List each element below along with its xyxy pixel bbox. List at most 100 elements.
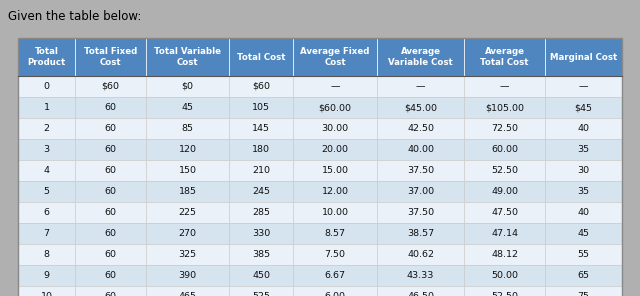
Bar — [377, 160, 464, 181]
Text: 465: 465 — [179, 292, 196, 296]
Text: $105.00: $105.00 — [485, 103, 524, 112]
Text: 72.50: 72.50 — [491, 124, 518, 133]
Text: $60: $60 — [101, 82, 119, 91]
Text: Marginal Cost: Marginal Cost — [550, 52, 617, 62]
Bar — [464, 38, 545, 76]
Text: 330: 330 — [252, 229, 271, 238]
Text: 43.33: 43.33 — [407, 271, 435, 280]
Text: 6.67: 6.67 — [324, 271, 346, 280]
Text: 145: 145 — [252, 124, 270, 133]
Bar — [293, 118, 377, 139]
Bar — [229, 265, 293, 286]
Text: 210: 210 — [252, 166, 270, 175]
Bar — [464, 286, 545, 296]
Text: 60: 60 — [104, 166, 116, 175]
Text: 65: 65 — [577, 271, 589, 280]
Bar — [75, 202, 145, 223]
Bar — [464, 202, 545, 223]
Text: 30.00: 30.00 — [321, 124, 349, 133]
Text: $45: $45 — [575, 103, 593, 112]
Text: 60: 60 — [104, 229, 116, 238]
Text: 7.50: 7.50 — [324, 250, 346, 259]
Bar — [377, 202, 464, 223]
Bar — [18, 223, 75, 244]
Text: 245: 245 — [252, 187, 270, 196]
Text: Average
Total Cost: Average Total Cost — [480, 47, 529, 67]
Text: Given the table below:: Given the table below: — [8, 10, 141, 23]
Bar — [545, 38, 622, 76]
Text: 60.00: 60.00 — [491, 145, 518, 154]
Text: 42.50: 42.50 — [407, 124, 434, 133]
Text: 40: 40 — [577, 208, 589, 217]
Bar — [229, 286, 293, 296]
Text: 60: 60 — [104, 145, 116, 154]
Bar — [377, 76, 464, 97]
Text: $45.00: $45.00 — [404, 103, 437, 112]
Bar — [464, 76, 545, 97]
Bar — [229, 181, 293, 202]
Text: 60: 60 — [104, 292, 116, 296]
Text: 525: 525 — [252, 292, 270, 296]
Text: 2: 2 — [44, 124, 49, 133]
Text: 4: 4 — [44, 166, 49, 175]
Bar — [293, 286, 377, 296]
Text: $60.00: $60.00 — [319, 103, 351, 112]
Text: —: — — [579, 82, 588, 91]
Text: 150: 150 — [179, 166, 196, 175]
Bar — [545, 244, 622, 265]
Bar — [377, 139, 464, 160]
Bar — [75, 97, 145, 118]
Text: 60: 60 — [104, 208, 116, 217]
Bar — [75, 181, 145, 202]
Text: 52.50: 52.50 — [491, 166, 518, 175]
Bar — [293, 139, 377, 160]
Text: 60: 60 — [104, 250, 116, 259]
Text: 390: 390 — [179, 271, 196, 280]
Bar — [293, 265, 377, 286]
Text: 9: 9 — [44, 271, 49, 280]
Bar — [229, 139, 293, 160]
Text: —: — — [416, 82, 426, 91]
Text: 47.50: 47.50 — [491, 208, 518, 217]
Text: —: — — [330, 82, 340, 91]
Text: 105: 105 — [252, 103, 270, 112]
Text: 180: 180 — [252, 145, 270, 154]
Text: 60: 60 — [104, 124, 116, 133]
Text: 385: 385 — [252, 250, 270, 259]
Text: 75: 75 — [577, 292, 589, 296]
Bar — [145, 181, 229, 202]
Text: 8: 8 — [44, 250, 49, 259]
Text: 40.62: 40.62 — [407, 250, 434, 259]
Bar — [145, 97, 229, 118]
Text: 12.00: 12.00 — [322, 187, 349, 196]
Bar — [545, 139, 622, 160]
Bar — [145, 139, 229, 160]
Text: Average
Variable Cost: Average Variable Cost — [388, 47, 453, 67]
Bar — [18, 202, 75, 223]
Bar — [377, 286, 464, 296]
Bar — [18, 181, 75, 202]
Bar — [145, 38, 229, 76]
Bar — [145, 76, 229, 97]
Bar — [145, 244, 229, 265]
Text: 20.00: 20.00 — [322, 145, 349, 154]
Bar — [75, 265, 145, 286]
Bar — [18, 76, 75, 97]
Text: 35: 35 — [577, 187, 589, 196]
Bar — [18, 265, 75, 286]
Text: 3: 3 — [44, 145, 49, 154]
Bar — [377, 223, 464, 244]
Bar — [545, 181, 622, 202]
Text: 60: 60 — [104, 271, 116, 280]
Text: 8.57: 8.57 — [324, 229, 346, 238]
Bar — [293, 38, 377, 76]
Text: 45: 45 — [577, 229, 589, 238]
Text: 49.00: 49.00 — [491, 187, 518, 196]
Bar — [464, 139, 545, 160]
Text: 1: 1 — [44, 103, 49, 112]
Bar — [464, 118, 545, 139]
Bar — [18, 160, 75, 181]
Bar — [377, 181, 464, 202]
Text: Total Cost: Total Cost — [237, 52, 285, 62]
Bar — [464, 181, 545, 202]
